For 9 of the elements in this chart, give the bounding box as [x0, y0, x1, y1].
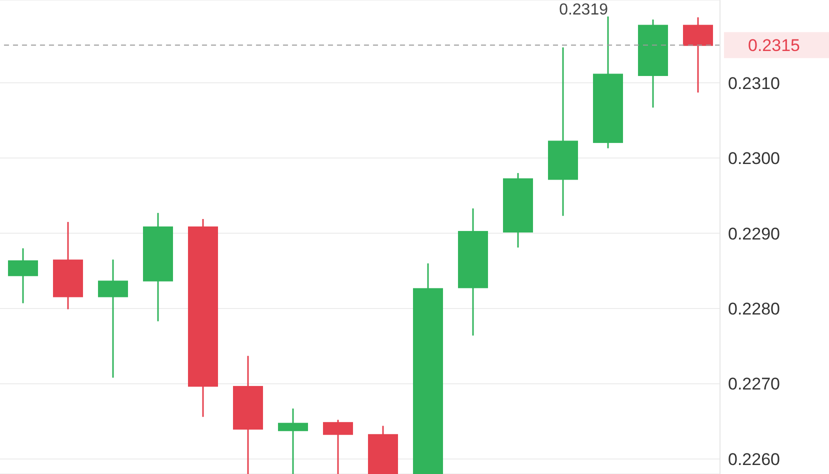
candlestick [278, 408, 308, 474]
y-tick-label: 0.2260 [728, 450, 780, 469]
y-tick-label: 0.2270 [728, 374, 780, 394]
ref-line-label: 0.2315 [748, 36, 800, 56]
y-tick-label: 0.2280 [728, 300, 780, 319]
y-tick-label: 0.2290 [728, 224, 780, 244]
annotation: 0.2319 [559, 2, 608, 19]
y-tick-label: 0.2310 [728, 74, 780, 93]
y-tick-label: 0.2300 [728, 149, 780, 168]
